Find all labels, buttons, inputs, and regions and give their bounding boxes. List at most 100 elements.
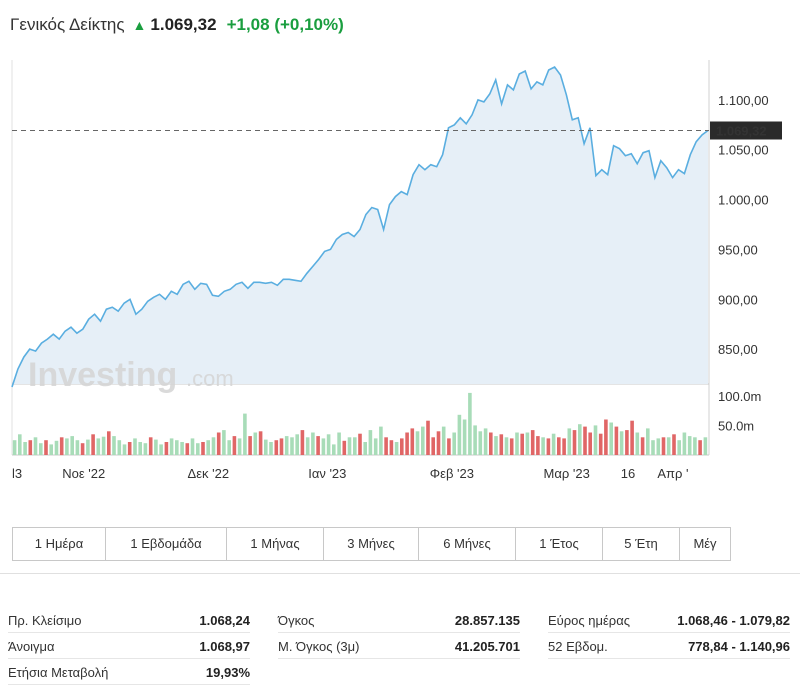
volume-bar	[666, 437, 671, 456]
volume-bar	[672, 434, 676, 455]
volume-bar	[541, 437, 545, 456]
current-price-tag: 1.069,32	[710, 121, 782, 140]
volume-bar	[127, 442, 132, 455]
x-tick-label: Απρ '	[657, 466, 688, 481]
volume-bar	[483, 428, 488, 455]
volume-bar	[687, 436, 692, 455]
stat-label: 52 Εβδομ.	[548, 638, 608, 654]
volume-bar	[337, 432, 341, 455]
range-3-months-button[interactable]: 3 Μήνες	[324, 528, 419, 560]
watermark-brand: Investing	[28, 356, 177, 394]
volume-bar	[353, 437, 357, 456]
stat-label: Όγκος	[278, 612, 315, 628]
volume-bar	[588, 432, 592, 455]
volume-bar	[494, 436, 498, 455]
x-tick-label: Νοε '22	[62, 466, 105, 481]
current-price-label: 1.069,32	[716, 124, 767, 139]
volume-bar	[86, 439, 90, 455]
volume-bar	[421, 426, 425, 455]
volume-bar	[452, 432, 456, 455]
x-tick-label: Δεκ '22	[188, 466, 230, 481]
volume-bar	[321, 438, 326, 455]
last-price: 1.069,32	[150, 15, 217, 34]
change-abs: +1,08	[226, 15, 270, 34]
stat-day-range: Εύρος ημέρας 1.068,46 - 1.079,82	[548, 608, 790, 633]
volume-bar	[656, 438, 661, 455]
volume-bar	[211, 437, 216, 456]
volume-bar	[185, 443, 190, 455]
stat-value: 1.068,97	[199, 638, 250, 654]
volume-bar	[237, 438, 242, 455]
volume-bar	[462, 419, 467, 455]
price-tick-label: 1.050,00	[718, 143, 769, 158]
x-tick-label: 16	[621, 466, 635, 481]
volume-bar	[243, 413, 247, 455]
stat-value: 1.068,46 - 1.079,82	[677, 612, 790, 628]
volume-bar	[28, 440, 33, 455]
volume-bar	[583, 426, 587, 455]
volume-bar	[509, 438, 514, 455]
volume-bar	[499, 434, 504, 455]
volume-bar	[175, 440, 179, 455]
range-1-week-button[interactable]: 1 Εβδομάδα	[106, 528, 227, 560]
price-tick-label: 900,00	[718, 292, 758, 307]
volume-bar	[368, 430, 373, 455]
stat-value: 19,93%	[205, 664, 250, 680]
price-chart[interactable]: 1.069,32 Investing .com 850,00 900,00 950,…	[0, 0, 800, 500]
volume-bar	[154, 439, 158, 455]
stat-52-week: 52 Εβδομ. 778,84 - 1.140,96	[548, 634, 790, 659]
volume-bar	[274, 440, 279, 455]
volume-bar	[604, 419, 608, 455]
volume-bar	[551, 433, 556, 455]
volume-bar	[614, 426, 619, 455]
volume-bar	[342, 440, 347, 455]
price-tick-label: 850,00	[718, 342, 758, 357]
price-axis: 850,00 900,00 950,00 1.000,00 1.050,00 1.100,…	[718, 93, 769, 357]
price-area	[12, 67, 708, 387]
quote-header: Γενικός Δείκτης ▲ 1.069,32 +1,08 (+0,10%…	[10, 10, 344, 40]
stat-prev-close: Πρ. Κλείσιμο 1.068,24	[8, 608, 250, 633]
volume-bar	[326, 434, 331, 455]
volume-bar	[536, 436, 540, 455]
range-6-months-button[interactable]: 6 Μήνες	[419, 528, 516, 560]
volume-bar	[515, 432, 519, 455]
volume-bar	[567, 428, 572, 455]
stat-value: 41.205.701	[454, 638, 520, 654]
volume-bar	[447, 438, 451, 455]
price-tick-label: 950,00	[718, 242, 758, 257]
volume-bar	[562, 438, 566, 455]
volume-bar	[159, 444, 163, 455]
volume-bar	[394, 442, 399, 455]
volume-bar	[436, 431, 441, 455]
range-1-month-button[interactable]: 1 Μήνας	[227, 528, 324, 560]
range-1-year-button[interactable]: 1 Έτος	[516, 528, 603, 560]
range-5-years-button[interactable]: 5 Έτη	[603, 528, 680, 560]
price-tick-label: 1.000,00	[718, 193, 769, 208]
volume-bar	[478, 431, 483, 455]
change-pct: (+0,10%)	[274, 15, 344, 34]
volume-bar	[133, 438, 137, 455]
volume-bar	[54, 440, 59, 455]
volume-bar	[311, 432, 315, 455]
volume-bar	[363, 442, 367, 455]
range-max-button[interactable]: Μέγ	[693, 536, 717, 551]
volume-bar	[305, 437, 310, 456]
section-divider	[0, 573, 800, 574]
stat-label: Άνοιγμα	[8, 638, 55, 654]
volume-bar	[530, 430, 535, 455]
stat-label: Πρ. Κλείσιμο	[8, 612, 82, 628]
volume-bar	[489, 432, 493, 455]
volume-bar	[677, 440, 681, 455]
volume-bar	[216, 432, 221, 455]
volume-bar	[384, 437, 388, 456]
volume-bar	[546, 438, 551, 455]
volume-bar	[504, 437, 509, 456]
stat-yearly-change: Ετήσια Μεταβολή 19,93%	[8, 660, 250, 685]
volume-bar	[473, 425, 477, 455]
volume-bar	[269, 442, 273, 455]
stat-volume: Όγκος 28.857.135	[278, 608, 520, 633]
volume-bar	[457, 414, 462, 455]
range-selector: 1 Ημέρα 1 Εβδομάδα 1 Μήνας 3 Μήνες 6 Μήν…	[12, 527, 731, 561]
stat-label: Εύρος ημέρας	[548, 612, 630, 628]
range-1-day-button[interactable]: 1 Ημέρα	[13, 528, 106, 560]
